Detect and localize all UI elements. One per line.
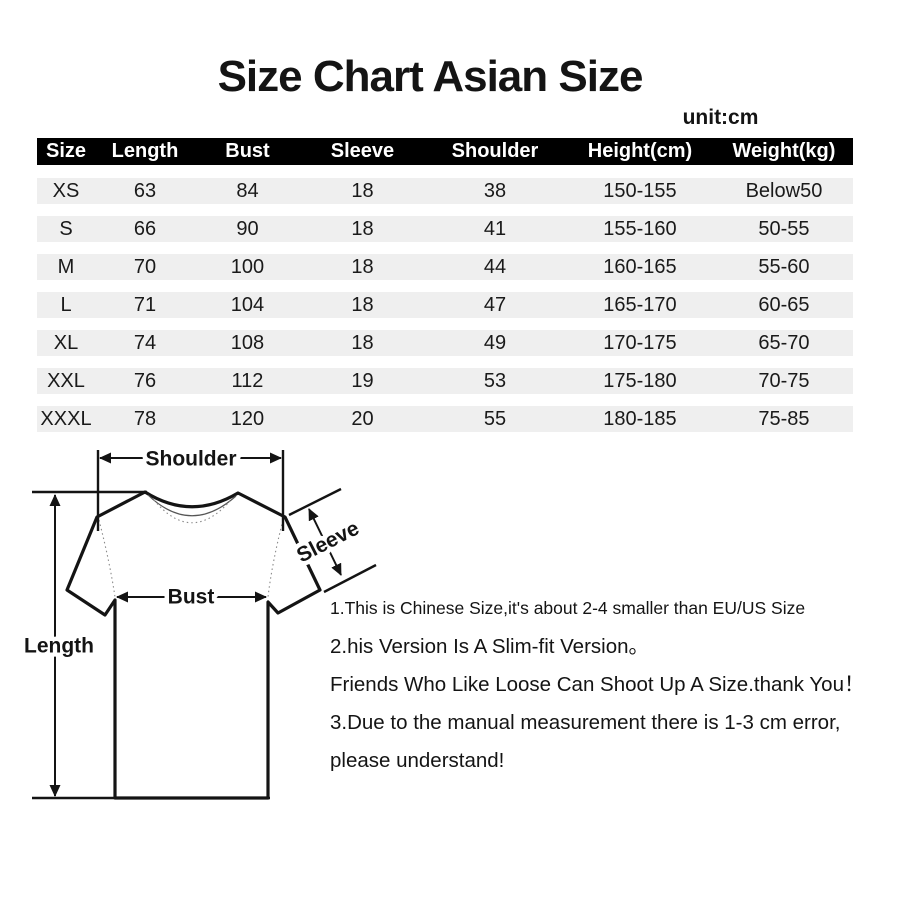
right-sleeve-seam (267, 519, 284, 598)
table-cell: 70-75 (758, 369, 810, 392)
table-cell: XXL (47, 369, 85, 392)
column-header-bust: Bust (225, 140, 270, 162)
table-cell: 71 (133, 293, 157, 316)
note-line: Friends Who Like Loose Can Shoot Up A Si… (330, 673, 865, 696)
size-table: Size Length Bust Sleeve Shoulder Height(cm) We… (37, 138, 853, 432)
sleeve-extension-bottom (323, 563, 377, 594)
table-header-row: Size Length Bust Sleeve Shoulder Height(cm) We… (37, 138, 853, 165)
table-cell: 18 (351, 293, 374, 316)
notes: 1.This is Chinese Size,it's about 2-4 sm… (330, 598, 895, 788)
table-cell: 60-65 (758, 293, 810, 316)
page-title: Size Chart Asian Size (217, 52, 644, 101)
table-cell: 18 (351, 179, 374, 202)
table-cell: 47 (483, 293, 507, 316)
table-cell: 70 (133, 255, 157, 278)
length-label: Length (24, 635, 94, 658)
table-cell: 18 (351, 331, 374, 354)
table-cell: Below50 (745, 179, 823, 202)
table-row: XS 63 84 18 38 150-155 Below50 (37, 178, 853, 204)
table-cell: XL (53, 331, 79, 354)
sleeve-extension-top (288, 487, 342, 517)
table-cell: S (59, 217, 73, 240)
unit-label: unit:cm (682, 106, 759, 129)
table-cell: 20 (351, 407, 374, 430)
table-cell: 160-165 (603, 255, 677, 278)
column-header-shoulder: Shoulder (451, 140, 539, 162)
table-cell: 55-60 (758, 255, 810, 278)
table-cell: 75-85 (758, 407, 810, 430)
note-line: please understand! (330, 749, 505, 772)
table-row: XXL 76 112 19 53 175-180 70-75 (37, 368, 853, 394)
table-row: XXXL 78 120 20 55 180-185 75-85 (37, 406, 853, 432)
note-line: 3.Due to the manual measurement there is… (330, 711, 841, 734)
column-header-weightkg: Weight(kg) (732, 140, 836, 162)
table-cell: L (60, 293, 72, 316)
tshirt-outline (65, 490, 322, 800)
table-row: L 71 104 18 47 165-170 60-65 (37, 292, 853, 318)
table-cell: M (57, 255, 75, 278)
sleeve-label: Sleeve (293, 517, 363, 568)
collar-back-seam (153, 499, 231, 524)
table-cell: 55 (483, 407, 507, 430)
table-cell: XXXL (40, 407, 92, 430)
table-cell: 65-70 (758, 331, 810, 354)
table-cell: 66 (133, 217, 157, 240)
table-cell: 50-55 (758, 217, 810, 240)
tshirt-diagram: Shoulder Length Bust Sleeve (20, 445, 377, 800)
table-cell: 104 (230, 293, 265, 316)
table-cell: XS (52, 179, 80, 202)
table-body: XS 63 84 18 38 150-155 Below50 S 66 90 18 41 155-160… (37, 178, 853, 432)
column-header-length: Length (111, 140, 179, 162)
table-row: S 66 90 18 41 155-160 50-55 (37, 216, 853, 242)
table-row: XL 74 108 18 49 170-175 65-70 (37, 330, 853, 356)
table-cell: 175-180 (603, 369, 677, 392)
table-cell: 18 (351, 217, 374, 240)
table-cell: 84 (236, 179, 259, 202)
table-cell: 170-175 (603, 331, 677, 354)
table-cell: 19 (351, 369, 374, 392)
table-cell: 180-185 (603, 407, 677, 430)
table-cell: 18 (351, 255, 374, 278)
table-cell: 63 (133, 179, 157, 202)
table-cell: 90 (236, 217, 259, 240)
table-cell: 49 (483, 331, 507, 354)
sleeve-arrow (308, 508, 342, 576)
table-cell: 100 (230, 255, 265, 278)
table-cell: 41 (483, 217, 507, 240)
table-cell: 108 (230, 331, 265, 354)
column-header-sleeve: Sleeve (330, 140, 395, 162)
column-header-heightcm: Height(cm) (587, 140, 693, 162)
table-cell: 150-155 (603, 179, 677, 202)
table-cell: 38 (483, 179, 507, 202)
table-cell: 53 (483, 369, 507, 392)
table-cell: 78 (133, 407, 157, 430)
bust-label: Bust (168, 586, 215, 609)
note-line: 2.his Version Is A Slim-fit Version。 (330, 635, 650, 658)
table-cell: 120 (230, 407, 265, 430)
column-header-size: Size (45, 140, 87, 162)
note-line: 1.This is Chinese Size,it's about 2-4 sm… (330, 598, 806, 618)
table-cell: 44 (483, 255, 507, 278)
shoulder-label: Shoulder (145, 448, 236, 471)
collar-line (147, 494, 237, 517)
table-cell: 165-170 (603, 293, 677, 316)
table-cell: 74 (133, 331, 157, 354)
table-cell: 76 (133, 369, 157, 392)
table-cell: 112 (231, 369, 264, 392)
left-sleeve-seam (98, 519, 116, 598)
table-cell: 155-160 (603, 217, 677, 240)
table-row: M 70 100 18 44 160-165 55-60 (37, 254, 853, 280)
